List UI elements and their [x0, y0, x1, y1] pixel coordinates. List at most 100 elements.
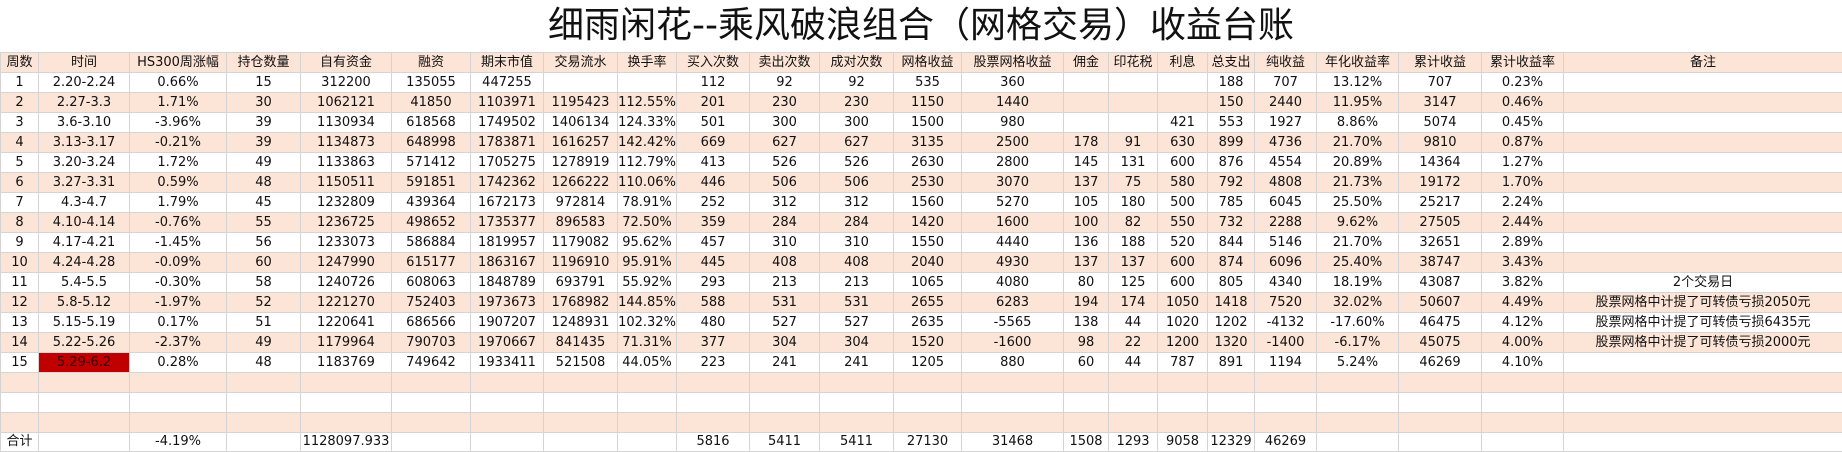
cell: 421 — [1158, 113, 1208, 133]
cell — [1158, 393, 1208, 413]
cell: 95.62% — [618, 233, 677, 253]
cell: 2.27-3.3 — [39, 93, 130, 113]
cell: 18.19% — [1317, 273, 1399, 293]
cell: 188 — [1208, 73, 1255, 93]
cell — [227, 373, 301, 393]
cell: 55.92% — [618, 273, 677, 293]
cell: 142.42% — [618, 133, 677, 153]
cell: 112.79% — [618, 153, 677, 173]
cell: 股票网格中计提了可转债亏损2050元 — [1564, 293, 1842, 313]
cell: 480 — [677, 313, 750, 333]
cell — [1317, 393, 1399, 413]
cell: 80 — [1064, 273, 1109, 293]
cell — [544, 433, 618, 452]
cell: 588 — [677, 293, 750, 313]
cell — [1064, 93, 1109, 113]
cell: 792 — [1208, 173, 1255, 193]
cell — [1564, 413, 1842, 433]
cell: 312 — [820, 193, 894, 213]
cell — [1399, 413, 1482, 433]
cell: 112 — [677, 73, 750, 93]
cell: 印花税 — [1109, 53, 1158, 73]
cell: 1735377 — [471, 213, 544, 233]
cell: 1560 — [894, 193, 962, 213]
cell: -5565 — [962, 313, 1064, 333]
cell: 2530 — [894, 173, 962, 193]
cell: 1293 — [1109, 433, 1158, 452]
cell: 1406134 — [544, 113, 618, 133]
cell: 749642 — [392, 353, 471, 373]
cell: 527 — [750, 313, 820, 333]
cell: 49 — [227, 153, 301, 173]
cell: 0.46% — [1482, 93, 1564, 113]
cell: 累计收益 — [1399, 53, 1482, 73]
cell: -4.19% — [130, 433, 227, 452]
cell: 72.50% — [618, 213, 677, 233]
cell: 1320 — [1208, 333, 1255, 353]
cell — [1, 393, 39, 413]
cell — [39, 393, 130, 413]
cell — [1564, 213, 1842, 233]
cell — [1564, 133, 1842, 153]
cell — [962, 393, 1064, 413]
cell — [1208, 413, 1255, 433]
cell: 8 — [1, 213, 39, 233]
cell: 14 — [1, 333, 39, 353]
cell: 413 — [677, 153, 750, 173]
cell: 1907207 — [471, 313, 544, 333]
cell: 312200 — [301, 73, 392, 93]
cell — [1109, 113, 1158, 133]
cell: 1.27% — [1482, 153, 1564, 173]
cell — [1109, 413, 1158, 433]
cell: 1783871 — [471, 133, 544, 153]
cell — [1399, 373, 1482, 393]
cell: 21.73% — [1317, 173, 1399, 193]
cell: 4.24-4.28 — [39, 253, 130, 273]
cell: 4.12% — [1482, 313, 1564, 333]
cell — [1564, 233, 1842, 253]
cell: 网格收益 — [894, 53, 962, 73]
cell — [1317, 373, 1399, 393]
cell: 0.17% — [130, 313, 227, 333]
cell — [392, 373, 471, 393]
cell: 580 — [1158, 173, 1208, 193]
cell: 526 — [820, 153, 894, 173]
cell — [677, 413, 750, 433]
cell: 15 — [227, 73, 301, 93]
cell: 1220641 — [301, 313, 392, 333]
cell: 13.12% — [1317, 73, 1399, 93]
cell — [1482, 373, 1564, 393]
cell: 44 — [1109, 353, 1158, 373]
cell — [1064, 373, 1109, 393]
cell: 43087 — [1399, 273, 1482, 293]
cell: 佣金 — [1064, 53, 1109, 73]
cell — [1317, 433, 1399, 452]
cell: 0.45% — [1482, 113, 1564, 133]
cell: 615177 — [392, 253, 471, 273]
cell: 1062121 — [301, 93, 392, 113]
cell: 600 — [1158, 253, 1208, 273]
cell — [1, 373, 39, 393]
cell: 4080 — [962, 273, 1064, 293]
cell — [1564, 393, 1842, 413]
cell: 25.40% — [1317, 253, 1399, 273]
cell: 150 — [1208, 93, 1255, 113]
cell: 52 — [227, 293, 301, 313]
cell: 49 — [227, 333, 301, 353]
cell: 2630 — [894, 153, 962, 173]
cell — [894, 373, 962, 393]
cell — [1399, 393, 1482, 413]
cell: 1768982 — [544, 293, 618, 313]
cell: 1933411 — [471, 353, 544, 373]
cell: 174 — [1109, 293, 1158, 313]
cell: 586884 — [392, 233, 471, 253]
cell: 1248931 — [544, 313, 618, 333]
cell: 38747 — [1399, 253, 1482, 273]
blank-row — [1, 373, 1842, 393]
cell: 1050 — [1158, 293, 1208, 313]
cell — [471, 393, 544, 413]
cell — [1255, 413, 1317, 433]
